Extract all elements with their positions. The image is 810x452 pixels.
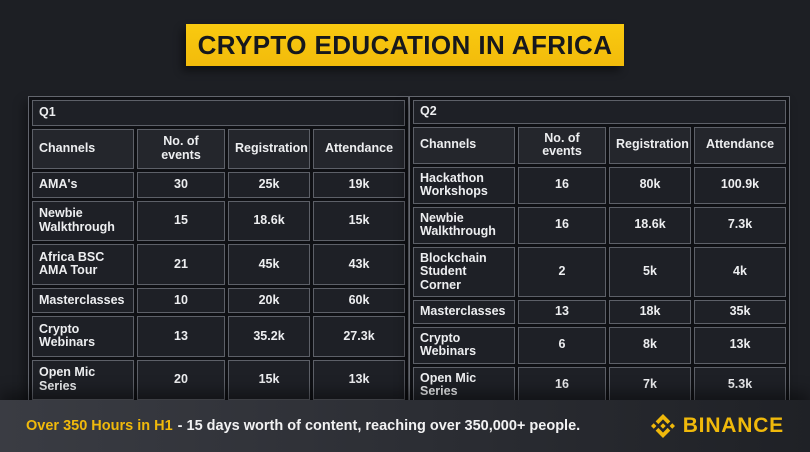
table-row: Open Mic Series 16 7k 5.3k <box>413 366 786 404</box>
page-title: CRYPTO EDUCATION IN AFRICA <box>186 24 624 66</box>
attendance-cell: 35k <box>694 300 786 324</box>
channel-cell: Blockchain Student Corner <box>413 246 515 297</box>
table-row: Blockchain Student Corner 2 5k 4k <box>413 246 786 297</box>
table-row: Masterclasses 10 20k 60k <box>32 287 405 314</box>
column-header: Attendance <box>694 126 786 164</box>
footer-highlight: Over 350 Hours in H1 <box>26 418 173 434</box>
registration-cell: 18.6k <box>228 200 310 242</box>
channel-cell: Open Mic Series <box>413 366 515 404</box>
binance-brand: BINANCE <box>650 414 784 438</box>
registration-cell: 20k <box>228 287 310 314</box>
q1-quarter-row: Q1 <box>32 100 405 126</box>
channel-cell: Hackathon Workshops <box>413 166 515 204</box>
events-cell: 2 <box>518 246 606 297</box>
events-cell: 16 <box>518 366 606 404</box>
tables-container: Q1 Channels No. of events Registration A… <box>28 96 790 448</box>
quarter-label: Q2 <box>413 100 786 124</box>
registration-cell: 80k <box>609 166 691 204</box>
attendance-cell: 13k <box>694 326 786 364</box>
column-header: Channels <box>32 128 134 170</box>
table-row: Hackathon Workshops 16 80k 100.9k <box>413 166 786 204</box>
events-cell: 30 <box>137 172 225 198</box>
events-cell: 16 <box>518 206 606 244</box>
registration-cell: 25k <box>228 172 310 198</box>
events-cell: 13 <box>518 300 606 324</box>
registration-cell: 8k <box>609 326 691 364</box>
channel-cell: Crypto Webinars <box>413 326 515 364</box>
attendance-cell: 27.3k <box>313 316 405 357</box>
binance-wordmark: BINANCE <box>682 414 784 437</box>
q1-table: Q1 Channels No. of events Registration A… <box>28 96 409 448</box>
channel-cell: Crypto Webinars <box>32 316 134 357</box>
table-row: Masterclasses 13 18k 35k <box>413 300 786 324</box>
q2-table: Q2 Channels No. of events Registration A… <box>409 96 790 448</box>
column-header: No. of events <box>137 128 225 170</box>
events-cell: 6 <box>518 326 606 364</box>
column-header: Registration <box>609 126 691 164</box>
events-cell: 21 <box>137 244 225 285</box>
events-cell: 10 <box>137 287 225 314</box>
registration-cell: 18k <box>609 300 691 324</box>
quarter-label: Q1 <box>32 100 405 126</box>
table-row: Crypto Webinars 6 8k 13k <box>413 326 786 364</box>
attendance-cell: 15k <box>313 200 405 242</box>
footer-rest: - 15 days worth of content, reaching ove… <box>177 418 581 434</box>
q2-quarter-row: Q2 <box>413 100 786 124</box>
channel-cell: Masterclasses <box>413 300 515 324</box>
channel-cell: Africa BSC AMA Tour <box>32 244 134 285</box>
column-header: No. of events <box>518 126 606 164</box>
attendance-cell: 5.3k <box>694 366 786 404</box>
table-row: Newbie Walkthrough 15 18.6k 15k <box>32 200 405 242</box>
events-cell: 16 <box>518 166 606 204</box>
footer-text: Over 350 Hours in H1- 15 days worth of c… <box>26 418 580 434</box>
q1-header-row: Channels No. of events Registration Atte… <box>32 128 405 170</box>
attendance-cell: 43k <box>313 244 405 285</box>
binance-logo-icon <box>650 414 675 438</box>
footer-bar: Over 350 Hours in H1- 15 days worth of c… <box>0 400 810 452</box>
attendance-cell: 4k <box>694 246 786 297</box>
attendance-cell: 60k <box>313 287 405 314</box>
registration-cell: 5k <box>609 246 691 297</box>
attendance-cell: 7.3k <box>694 206 786 244</box>
channel-cell: Open Mic Series <box>32 359 134 400</box>
table-row: Newbie Walkthrough 16 18.6k 7.3k <box>413 206 786 244</box>
channel-cell: AMA's <box>32 172 134 198</box>
events-cell: 20 <box>137 359 225 400</box>
registration-cell: 7k <box>609 366 691 404</box>
attendance-cell: 13k <box>313 359 405 400</box>
events-cell: 13 <box>137 316 225 357</box>
attendance-cell: 100.9k <box>694 166 786 204</box>
table-row: Africa BSC AMA Tour 21 45k 43k <box>32 244 405 285</box>
events-cell: 15 <box>137 200 225 242</box>
table-row: Open Mic Series 20 15k 13k <box>32 359 405 400</box>
channel-cell: Masterclasses <box>32 287 134 314</box>
table-row: AMA's 30 25k 19k <box>32 172 405 198</box>
registration-cell: 18.6k <box>609 206 691 244</box>
column-header: Channels <box>413 126 515 164</box>
column-header: Registration <box>228 128 310 170</box>
channel-cell: Newbie Walkthrough <box>32 200 134 242</box>
attendance-cell: 19k <box>313 172 405 198</box>
registration-cell: 45k <box>228 244 310 285</box>
registration-cell: 35.2k <box>228 316 310 357</box>
channel-cell: Newbie Walkthrough <box>413 206 515 244</box>
column-header: Attendance <box>313 128 405 170</box>
registration-cell: 15k <box>228 359 310 400</box>
q2-header-row: Channels No. of events Registration Atte… <box>413 126 786 164</box>
table-row: Crypto Webinars 13 35.2k 27.3k <box>32 316 405 357</box>
